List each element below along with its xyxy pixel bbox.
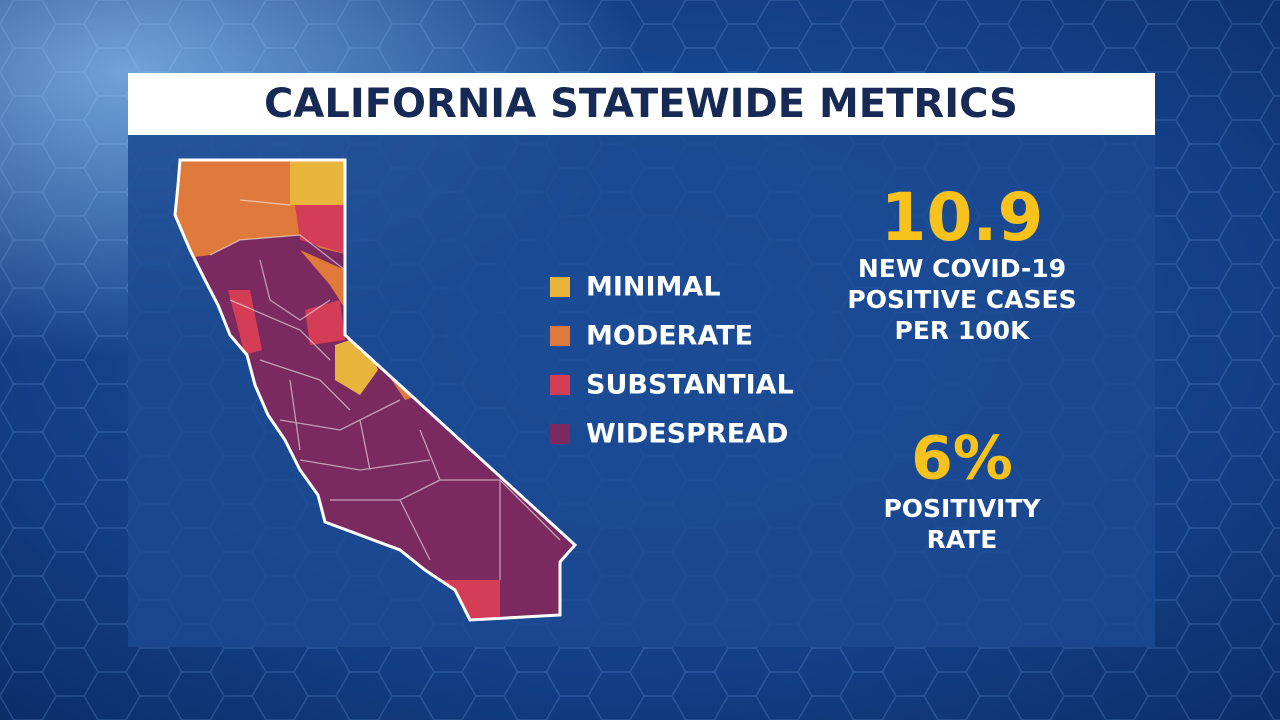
legend-label: MINIMAL: [586, 272, 721, 303]
metric-value: 10.9: [881, 179, 1044, 256]
legend-label: SUBSTANTIAL: [586, 370, 794, 401]
title-bar: [128, 73, 1155, 135]
legend-swatch: [550, 424, 570, 444]
metric-value: 6%: [911, 424, 1013, 494]
region: [228, 290, 262, 355]
legend: MINIMAL MODERATE SUBSTANTIAL WIDESPREAD: [550, 272, 794, 450]
legend-swatch: [550, 277, 570, 297]
county-lines: [209, 199, 561, 580]
state-outline: [173, 158, 578, 622]
region: [305, 300, 345, 345]
region: [290, 160, 350, 205]
metric-label: NEW COVID-19: [858, 254, 1066, 283]
metric-label: POSITIVE CASES: [847, 285, 1076, 314]
metric-label: RATE: [927, 525, 998, 554]
legend-label: MODERATE: [586, 321, 753, 352]
legend-swatch: [550, 326, 570, 346]
legend-label: WIDESPREAD: [586, 419, 788, 450]
metric-label: POSITIVITY: [883, 494, 1041, 523]
legend-swatch: [550, 375, 570, 395]
metric-label: PER 100K: [895, 316, 1032, 345]
title: CALIFORNIA STATEWIDE METRICS: [264, 81, 1018, 127]
